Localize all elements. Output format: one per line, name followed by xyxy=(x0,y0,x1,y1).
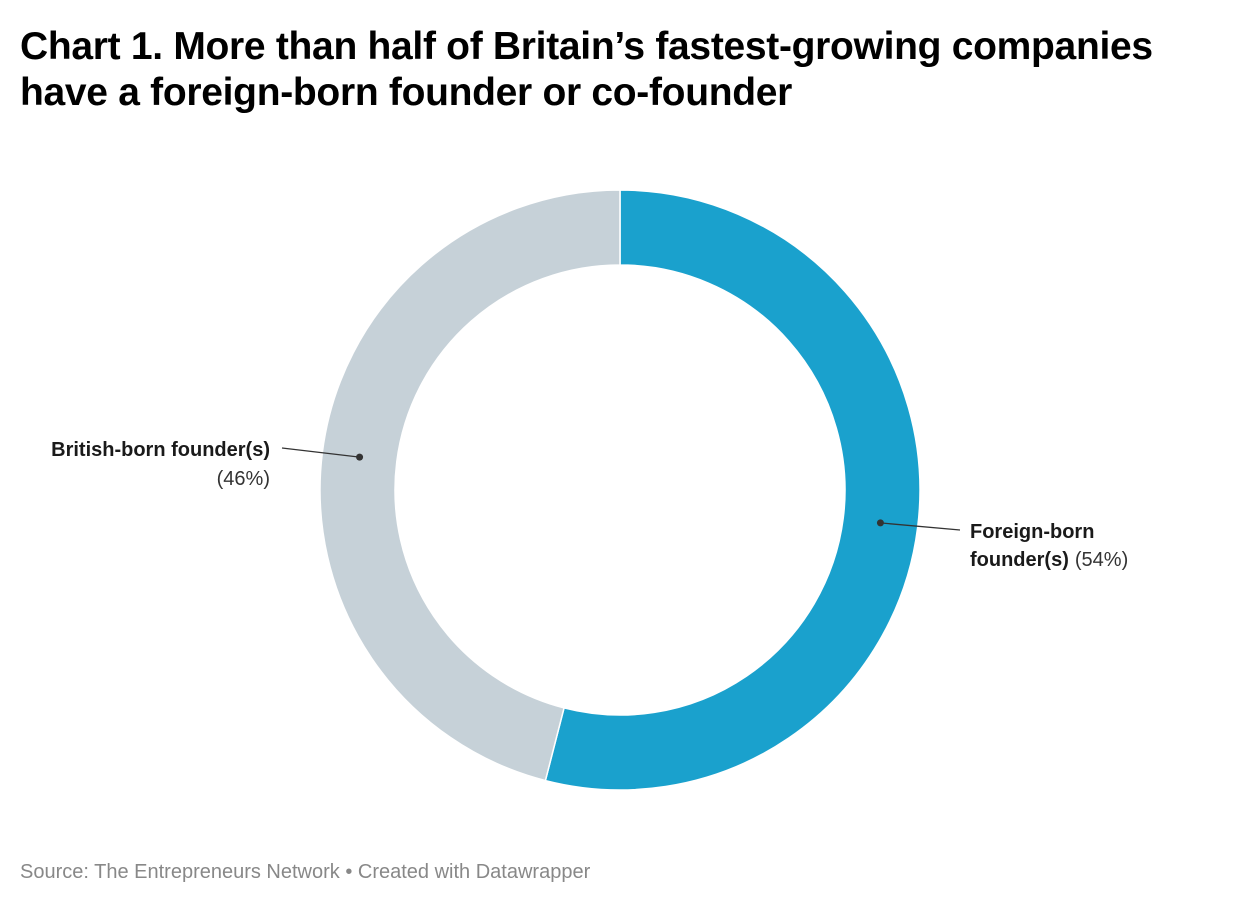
slice-label-foreign-pct: (54%) xyxy=(1075,549,1128,571)
slice-label-foreign-line2: founder(s) (54%) xyxy=(970,549,1128,571)
label-leaders xyxy=(281,447,961,531)
source-note: Source: The Entrepreneurs Network • Crea… xyxy=(20,861,591,883)
slice-label-british-pct: (46%) xyxy=(217,468,270,490)
donut-slices xyxy=(319,189,921,791)
slice-british-born xyxy=(319,189,621,782)
chart-title: Chart 1. More than half of Britain’s fas… xyxy=(20,25,1153,114)
leader-foreign-born xyxy=(880,522,961,531)
slice-label-british-name: British-born founder(s) xyxy=(51,439,270,461)
slice-label-foreign-line1: Foreign-born xyxy=(970,521,1094,543)
leader-british-born xyxy=(281,447,360,458)
slice-label-foreign-name: founder(s) xyxy=(970,549,1069,571)
slice-foreign-born xyxy=(544,189,921,791)
